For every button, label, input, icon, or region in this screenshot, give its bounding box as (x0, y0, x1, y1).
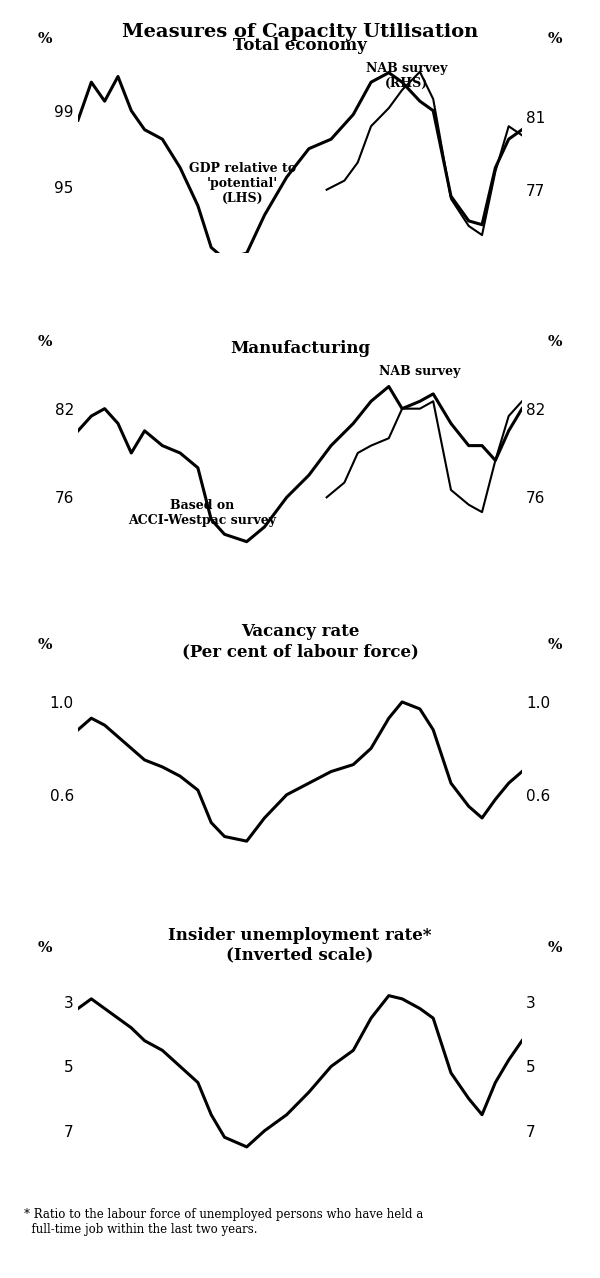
Text: %: % (38, 32, 53, 46)
Text: %: % (38, 638, 53, 652)
Text: %: % (38, 942, 53, 956)
Title: Manufacturing: Manufacturing (230, 340, 370, 357)
Text: NAB survey: NAB survey (379, 366, 461, 378)
Title: Total economy: Total economy (233, 37, 367, 54)
Text: %: % (547, 335, 562, 349)
Text: %: % (547, 32, 562, 46)
Text: GDP relative to
'potential'
(LHS): GDP relative to 'potential' (LHS) (189, 162, 296, 204)
Text: %: % (547, 942, 562, 956)
Title: Vacancy rate
(Per cent of labour force): Vacancy rate (Per cent of labour force) (182, 624, 418, 659)
Text: Measures of Capacity Utilisation: Measures of Capacity Utilisation (122, 23, 478, 41)
Text: %: % (547, 638, 562, 652)
Text: * Ratio to the labour force of unemployed persons who have held a
  full-time jo: * Ratio to the labour force of unemploye… (24, 1208, 423, 1236)
Text: NAB survey
(RHS): NAB survey (RHS) (366, 61, 447, 89)
Text: Based on
ACCI-Westpac survey: Based on ACCI-Westpac survey (128, 498, 277, 527)
Text: %: % (38, 335, 53, 349)
Title: Insider unemployment rate*
(Inverted scale): Insider unemployment rate* (Inverted sca… (168, 927, 432, 964)
